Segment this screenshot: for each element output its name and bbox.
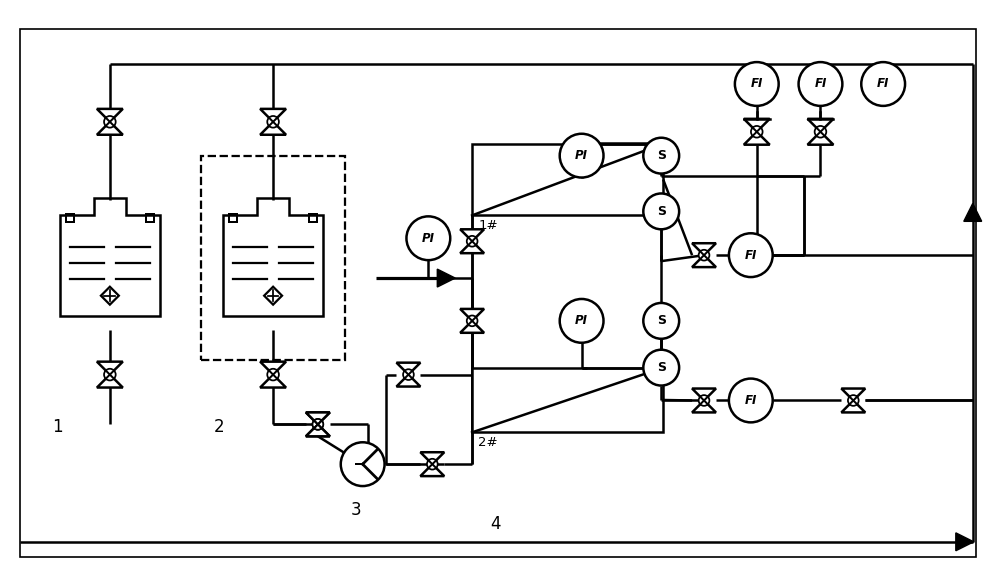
Polygon shape xyxy=(260,122,286,135)
Text: PI: PI xyxy=(575,314,588,328)
Polygon shape xyxy=(744,119,770,132)
Circle shape xyxy=(104,369,116,381)
Polygon shape xyxy=(223,198,323,315)
Circle shape xyxy=(729,233,773,277)
Circle shape xyxy=(104,116,116,128)
Circle shape xyxy=(751,126,763,138)
Circle shape xyxy=(848,395,859,406)
Polygon shape xyxy=(692,388,716,401)
Text: FI: FI xyxy=(814,78,827,90)
Circle shape xyxy=(267,369,279,381)
Polygon shape xyxy=(306,424,330,436)
Circle shape xyxy=(341,442,385,486)
Polygon shape xyxy=(964,203,982,222)
Circle shape xyxy=(643,138,679,174)
Polygon shape xyxy=(97,109,123,122)
Circle shape xyxy=(267,116,279,128)
Circle shape xyxy=(467,236,478,247)
Polygon shape xyxy=(60,198,160,315)
Polygon shape xyxy=(420,464,444,476)
Polygon shape xyxy=(808,119,833,132)
Polygon shape xyxy=(260,361,286,375)
Circle shape xyxy=(467,315,478,326)
Bar xyxy=(309,214,317,222)
Text: S: S xyxy=(657,314,666,328)
Text: PI: PI xyxy=(575,149,588,162)
Polygon shape xyxy=(460,309,484,321)
Polygon shape xyxy=(692,401,716,412)
Text: 4: 4 xyxy=(490,515,500,533)
Bar xyxy=(472,143,663,215)
Polygon shape xyxy=(306,424,330,436)
Text: 2: 2 xyxy=(214,419,225,436)
Text: FI: FI xyxy=(751,78,763,90)
Circle shape xyxy=(560,299,604,343)
Polygon shape xyxy=(437,269,455,287)
Circle shape xyxy=(799,62,842,106)
Circle shape xyxy=(560,134,604,178)
Circle shape xyxy=(815,126,826,138)
Text: FI: FI xyxy=(877,78,889,90)
Polygon shape xyxy=(841,388,865,401)
Polygon shape xyxy=(460,321,484,333)
Polygon shape xyxy=(420,452,444,464)
Polygon shape xyxy=(460,229,484,241)
Polygon shape xyxy=(460,241,484,253)
Text: FI: FI xyxy=(745,249,757,262)
Polygon shape xyxy=(306,412,330,424)
Circle shape xyxy=(861,62,905,106)
Text: S: S xyxy=(657,205,666,218)
Circle shape xyxy=(406,216,450,260)
Polygon shape xyxy=(692,243,716,255)
Circle shape xyxy=(403,369,414,380)
Polygon shape xyxy=(841,401,865,412)
Text: 1: 1 xyxy=(52,419,62,436)
Circle shape xyxy=(643,350,679,385)
Text: 1#: 1# xyxy=(478,219,498,233)
Bar xyxy=(229,214,237,222)
Polygon shape xyxy=(97,375,123,388)
Text: 3: 3 xyxy=(350,501,361,519)
Polygon shape xyxy=(808,132,833,145)
Polygon shape xyxy=(306,412,330,424)
Circle shape xyxy=(699,250,709,261)
Text: 2#: 2# xyxy=(478,436,498,449)
Polygon shape xyxy=(396,375,420,387)
Bar xyxy=(146,214,154,222)
Circle shape xyxy=(312,419,323,430)
Polygon shape xyxy=(260,109,286,122)
Circle shape xyxy=(699,395,709,406)
Text: PI: PI xyxy=(422,232,435,245)
Polygon shape xyxy=(97,361,123,375)
Polygon shape xyxy=(260,375,286,388)
Circle shape xyxy=(312,419,323,430)
Circle shape xyxy=(735,62,779,106)
Polygon shape xyxy=(956,533,974,551)
Circle shape xyxy=(729,378,773,422)
Bar xyxy=(472,368,663,433)
Polygon shape xyxy=(97,122,123,135)
Circle shape xyxy=(643,194,679,229)
Polygon shape xyxy=(396,363,420,375)
Text: S: S xyxy=(657,149,666,162)
Text: FI: FI xyxy=(745,394,757,407)
Circle shape xyxy=(643,303,679,339)
Bar xyxy=(66,214,74,222)
Polygon shape xyxy=(692,255,716,267)
Polygon shape xyxy=(744,132,770,145)
Circle shape xyxy=(427,459,438,469)
Bar xyxy=(201,156,345,360)
Text: S: S xyxy=(657,361,666,374)
